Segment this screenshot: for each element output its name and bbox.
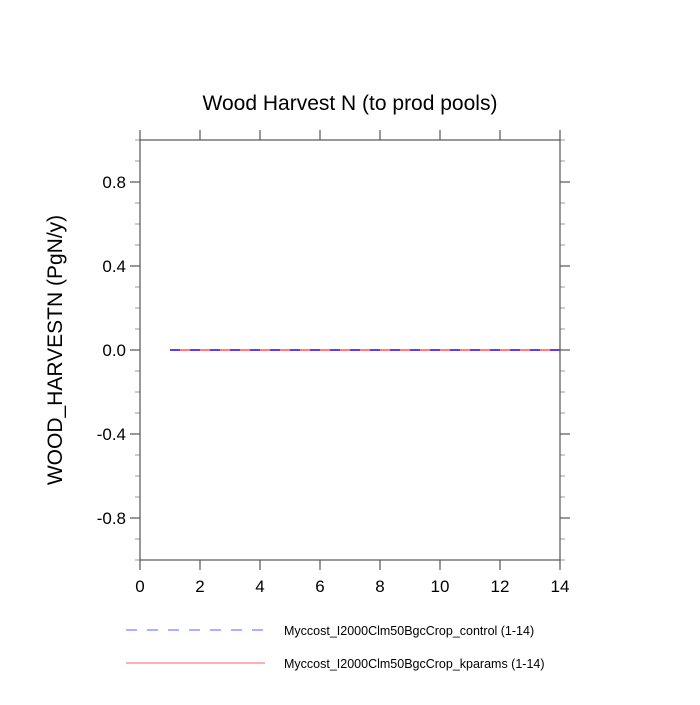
plot-frame (139, 139, 561, 561)
x-tick-label: 4 (255, 577, 264, 596)
y-tick-label: -0.8 (97, 509, 126, 528)
legend-label: Myccost_I2000Clm50BgcCrop_control (1-14) (284, 624, 534, 638)
x-tick-label: 8 (375, 577, 384, 596)
y-tick-label: 0.0 (102, 341, 126, 360)
y-tick-label: 0.4 (102, 257, 126, 276)
chart-title: Wood Harvest N (to prod pools) (203, 92, 498, 115)
x-tick-label: 14 (551, 577, 570, 596)
x-tick-label: 10 (431, 577, 450, 596)
x-tick-label: 0 (135, 577, 144, 596)
y-axis-label: WOOD_HARVESTN (PgN/y) (44, 215, 67, 485)
x-tick-label: 6 (315, 577, 324, 596)
legend-label: Myccost_I2000Clm50BgcCrop_kparams (1-14) (284, 657, 545, 671)
x-tick-label: 2 (195, 577, 204, 596)
y-tick-label: 0.8 (102, 173, 126, 192)
x-tick-label: 12 (491, 577, 510, 596)
legend: Myccost_I2000Clm50BgcCrop_control (1-14)… (126, 624, 545, 671)
y-tick-label: -0.4 (97, 425, 126, 444)
